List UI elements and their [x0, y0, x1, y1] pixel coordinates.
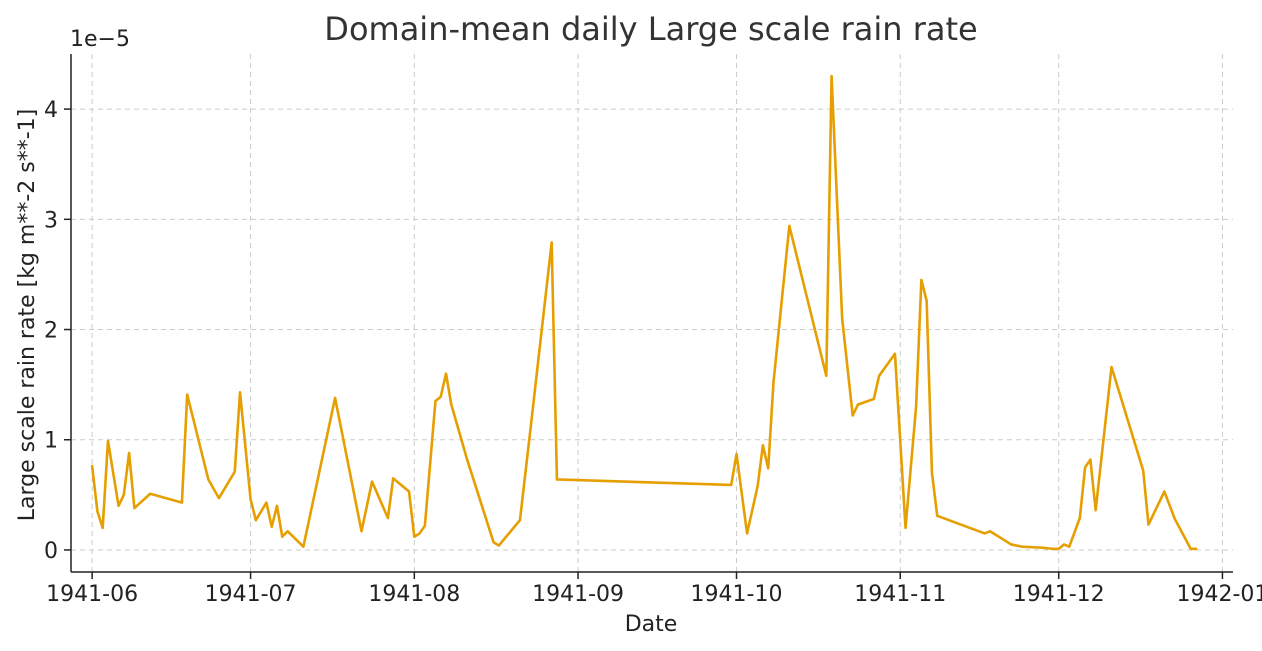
series-layer [90, 74, 1198, 551]
y-tick-label: 3 [44, 208, 58, 233]
series-line [90, 74, 1198, 551]
x-tick-label: 1941-06 [46, 582, 138, 607]
axes: 1941-06 1941-07 1941-08 1941-09 1941-10 1941-… [44, 54, 1262, 607]
y-tick-label: 2 [44, 319, 58, 344]
x-tick-label: 1941-11 [854, 582, 946, 607]
y-tick-label: 1 [44, 429, 58, 454]
x-tick-label: 1941-07 [205, 582, 297, 607]
x-tick-label: 1941-09 [532, 582, 624, 607]
y-tick-label: 4 [44, 98, 58, 123]
y-axis-label: Large scale rain rate [kg m**-2 s**-1] [15, 109, 40, 521]
x-tick-label: 1941-08 [368, 582, 460, 607]
grid [71, 54, 1233, 572]
x-tick-label: 1942-01 [1176, 582, 1262, 607]
y-tick-label: 0 [44, 539, 58, 564]
chart-title: Domain-mean daily Large scale rain rate [324, 10, 977, 48]
x-tick-label: 1941-10 [691, 582, 783, 607]
x-axis-label: Date [625, 612, 678, 637]
x-tick-label: 1941-12 [1013, 582, 1105, 607]
y-axis-offset-label: 1e−5 [70, 27, 130, 52]
